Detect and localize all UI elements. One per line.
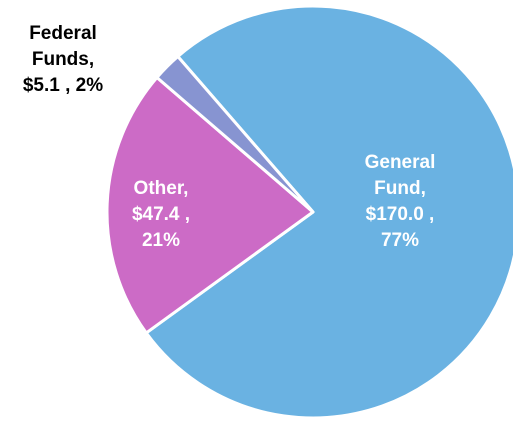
data-label-line: $5.1 , 2%	[23, 75, 103, 96]
data-label-line: 77%	[381, 230, 419, 251]
data-label-federal-funds: Federal Funds, $5.1 , 2%	[23, 23, 103, 96]
pie-slices	[105, 4, 513, 420]
slice-general-fund	[144, 4, 513, 420]
data-label-line: $47.4 ,	[132, 204, 190, 225]
data-label-line: Funds,	[32, 49, 94, 70]
slice-other	[105, 76, 315, 335]
data-label-general-fund: General Fund, $170.0 , 77%	[365, 152, 436, 251]
data-label-line: General	[365, 152, 436, 173]
data-label-line: Fund,	[374, 178, 426, 199]
data-label-line: Federal	[29, 23, 97, 44]
data-label-other: Other, $47.4 , 21%	[132, 178, 190, 251]
data-label-line: Other,	[134, 178, 189, 199]
slice-federal-funds	[155, 55, 315, 214]
data-label-line: $170.0 ,	[366, 204, 435, 225]
data-label-line: 21%	[142, 230, 180, 251]
pie-labels: General Fund, $170.0 , 77% Other, $47.4 , 21% F…	[23, 23, 436, 251]
